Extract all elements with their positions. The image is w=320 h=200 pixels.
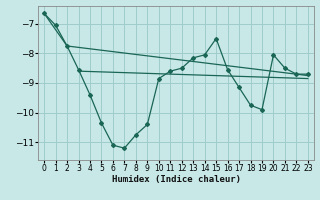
X-axis label: Humidex (Indice chaleur): Humidex (Indice chaleur)	[111, 175, 241, 184]
